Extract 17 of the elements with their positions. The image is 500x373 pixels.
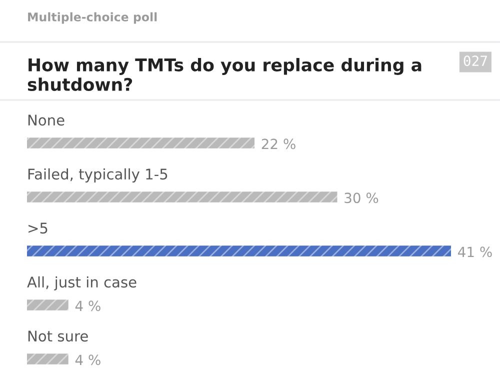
bar (27, 300, 68, 310)
bar (27, 192, 338, 202)
y-tick-label: All, just in case (27, 276, 136, 290)
y-tick-label: Failed, typically 1-5 (28, 168, 168, 182)
data-label: 22 % (262, 138, 296, 150)
y-tick-label: None (28, 114, 64, 126)
bar (27, 354, 68, 364)
chart-title: How many TMTs do you replace during a shutdown? (28, 58, 422, 92)
data-label: 4 % (75, 300, 100, 312)
y-tick-label: Not sure (28, 330, 88, 342)
text: Multiple-choice poll (28, 12, 157, 24)
y-tick-label: >5 (28, 222, 48, 234)
data-label: 4 % (75, 354, 100, 366)
bar (27, 246, 451, 256)
data-label: 41 % (458, 246, 492, 258)
data-label: 30 % (344, 192, 378, 204)
bar (27, 138, 255, 148)
